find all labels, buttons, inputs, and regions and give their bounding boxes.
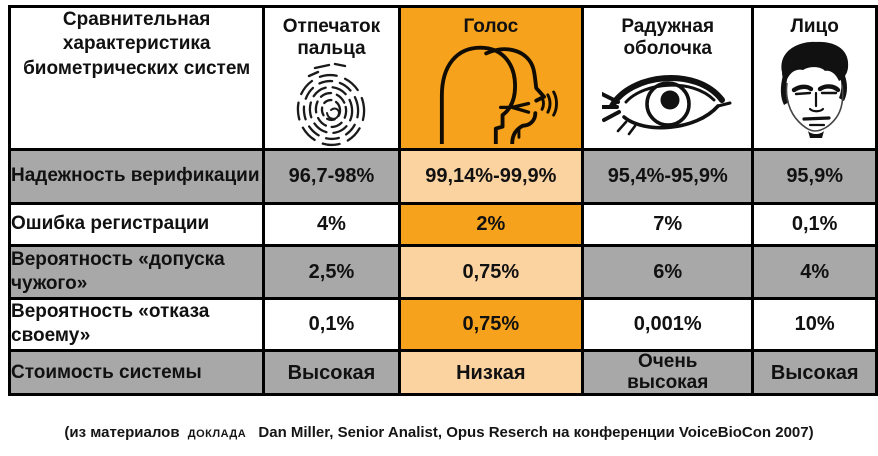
table-row: Надежность верификации 96,7-98% 99,14%-9… [7, 147, 878, 205]
face-icon [756, 38, 874, 138]
biometrics-comparison-table: Сравнительная характеристика биометричес… [7, 5, 878, 397]
data-cell: 96,7-98% [262, 147, 401, 205]
data-cell: 10% [751, 296, 878, 352]
column-header-iris: Радужная оболочка [581, 5, 755, 151]
source-caption: (из материалов доклада Dan Miller, Senio… [0, 424, 878, 441]
data-cell: 0,1% [751, 201, 878, 247]
data-cell: 4% [751, 243, 878, 300]
data-cell: 0,001% [581, 296, 755, 352]
caption-doc-word: доклада [187, 424, 247, 441]
data-cell: 0,75% [397, 243, 585, 300]
data-cell: 2% [397, 201, 585, 247]
table-row: Ошибка регистрации 4% 2% 7% 0,1% [7, 201, 878, 247]
caption-prefix: (из материалов [64, 424, 180, 441]
column-header-fingerprint: Отпечаток пальца [262, 5, 401, 151]
data-cell: Очень высокая [581, 348, 755, 397]
data-cell: 6% [581, 243, 755, 300]
column-header-label: Радужная оболочка [621, 16, 715, 59]
row-label: Ошибка регистрации [7, 201, 266, 247]
data-cell: Высокая [262, 348, 401, 397]
data-cell: 0,1% [262, 296, 401, 352]
data-cell: 2,5% [262, 243, 401, 300]
caption-suffix: Dan Miller, Senior Analist, Opus Reserch… [258, 424, 814, 441]
column-header-label: Голос [463, 16, 519, 37]
data-cell: 95,4%-95,9% [581, 147, 755, 205]
table-row: Стоимость системы Высокая Низкая Очень в… [7, 348, 878, 397]
column-header-face: Лицо [751, 5, 878, 151]
corner-header: Сравнительная характеристика биометричес… [7, 5, 266, 151]
column-header-voice: Голос [397, 5, 585, 151]
data-cell: 0,75% [397, 296, 585, 352]
table-row: Вероятность «допуска чужого» 2,5% 0,75% … [7, 243, 878, 300]
header-row: Сравнительная характеристика биометричес… [7, 5, 878, 151]
data-cell: 95,9% [751, 147, 878, 205]
column-header-label: Лицо [790, 16, 839, 37]
data-cell: 4% [262, 201, 401, 247]
column-header-label: Отпечаток пальца [282, 16, 381, 59]
voice-heads-icon [402, 38, 580, 144]
data-cell: Низкая [397, 348, 585, 397]
row-label: Надежность верификации [7, 147, 266, 205]
eye-icon [586, 60, 750, 140]
row-label: Стоимость системы [7, 348, 266, 397]
table-row: Вероятность «отказа своему» 0,1% 0,75% 0… [7, 296, 878, 352]
row-label: Вероятность «допуска чужого» [7, 243, 266, 300]
data-cell: 99,14%-99,9% [397, 147, 585, 205]
row-label: Вероятность «отказа своему» [7, 296, 266, 352]
fingerprint-icon [267, 60, 396, 147]
data-cell: 7% [581, 201, 755, 247]
data-cell: Высокая [751, 348, 878, 397]
